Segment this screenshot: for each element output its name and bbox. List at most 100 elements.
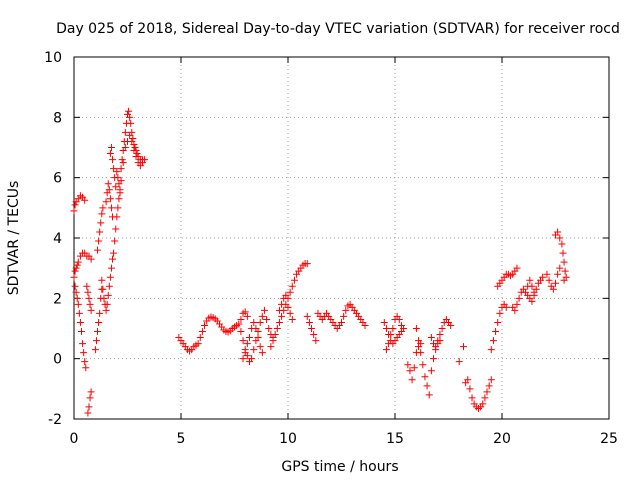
plot-frame xyxy=(73,56,610,420)
data-point xyxy=(459,343,467,351)
data-point xyxy=(239,355,247,363)
data-point xyxy=(81,196,89,204)
data-point xyxy=(84,288,92,296)
data-point xyxy=(194,340,202,348)
data-point xyxy=(530,288,538,296)
data-point xyxy=(241,349,249,357)
data-point xyxy=(132,153,140,161)
data-point xyxy=(74,300,82,308)
data-point xyxy=(556,264,564,272)
data-point xyxy=(256,318,264,326)
data-point xyxy=(312,337,320,345)
data-point xyxy=(466,385,474,393)
data-point xyxy=(111,237,119,245)
data-point xyxy=(235,320,243,328)
data-point xyxy=(114,174,122,182)
data-point xyxy=(115,195,123,203)
data-point xyxy=(395,315,403,323)
data-point xyxy=(198,328,206,336)
data-point xyxy=(112,183,120,191)
data-point xyxy=(496,309,504,317)
data-point xyxy=(81,358,89,366)
data-point xyxy=(75,309,83,317)
data-point xyxy=(479,400,487,408)
data-point xyxy=(71,201,79,209)
y-tick-label: 4 xyxy=(53,231,62,247)
data-point xyxy=(106,273,114,281)
data-point xyxy=(80,349,88,357)
data-point xyxy=(278,312,286,320)
data-point xyxy=(241,308,249,316)
data-point xyxy=(271,331,279,339)
data-point xyxy=(415,337,423,345)
data-point xyxy=(361,321,369,329)
data-point xyxy=(310,331,318,339)
data-point xyxy=(116,189,124,197)
data-point xyxy=(117,165,125,173)
data-point xyxy=(342,306,350,314)
data-point xyxy=(468,394,476,402)
data-point xyxy=(76,318,84,326)
data-point xyxy=(303,260,311,268)
data-point xyxy=(107,144,115,151)
data-point xyxy=(308,325,316,332)
data-point xyxy=(558,240,566,248)
data-point xyxy=(389,325,397,332)
data-point xyxy=(96,228,104,236)
y-tick-label: 8 xyxy=(53,110,62,126)
data-point xyxy=(273,325,281,332)
data-point xyxy=(243,340,251,348)
data-point xyxy=(275,318,283,326)
data-point xyxy=(397,321,405,329)
data-point xyxy=(263,315,271,323)
data-point xyxy=(106,150,114,158)
data-point xyxy=(127,119,135,127)
data-point xyxy=(239,337,247,345)
data-point xyxy=(288,282,296,290)
data-point xyxy=(275,306,283,314)
y-tick-label: 2 xyxy=(53,291,62,307)
data-point xyxy=(254,334,262,342)
data-point xyxy=(98,210,106,218)
data-point xyxy=(85,294,93,302)
data-point xyxy=(129,134,137,142)
data-point xyxy=(115,180,123,188)
data-point xyxy=(103,300,111,308)
data-point xyxy=(113,168,121,176)
data-point xyxy=(286,288,294,296)
data-point xyxy=(412,325,420,332)
data-point xyxy=(258,312,266,320)
data-point xyxy=(106,195,114,203)
x-tick-label: 0 xyxy=(70,431,79,447)
data-point xyxy=(250,346,258,354)
data-point xyxy=(86,300,94,308)
data-point xyxy=(382,325,390,332)
x-tick-label: 25 xyxy=(600,431,618,447)
data-point xyxy=(72,264,80,272)
data-point xyxy=(487,376,495,384)
data-point xyxy=(282,291,290,299)
x-tick-label: 20 xyxy=(493,431,511,447)
data-point xyxy=(561,267,569,275)
data-point xyxy=(126,131,134,139)
y-tick-label: -2 xyxy=(48,412,62,428)
y-tick-label: 6 xyxy=(53,171,62,187)
data-point xyxy=(102,306,110,314)
data-point xyxy=(511,306,519,314)
data-point xyxy=(425,391,433,399)
data-point xyxy=(421,373,429,381)
data-point xyxy=(406,367,414,375)
y-axis-title: SDTVAR / TECUs xyxy=(6,181,22,296)
data-point xyxy=(114,204,122,212)
data-point xyxy=(87,306,95,314)
data-point xyxy=(340,312,348,320)
data-point xyxy=(387,331,395,339)
data-point xyxy=(554,270,562,278)
data-point xyxy=(417,349,425,357)
data-point xyxy=(74,258,82,266)
data-point xyxy=(119,159,127,167)
data-point xyxy=(133,150,141,158)
data-point xyxy=(513,300,521,308)
data-point xyxy=(250,318,258,326)
data-point xyxy=(104,291,112,299)
